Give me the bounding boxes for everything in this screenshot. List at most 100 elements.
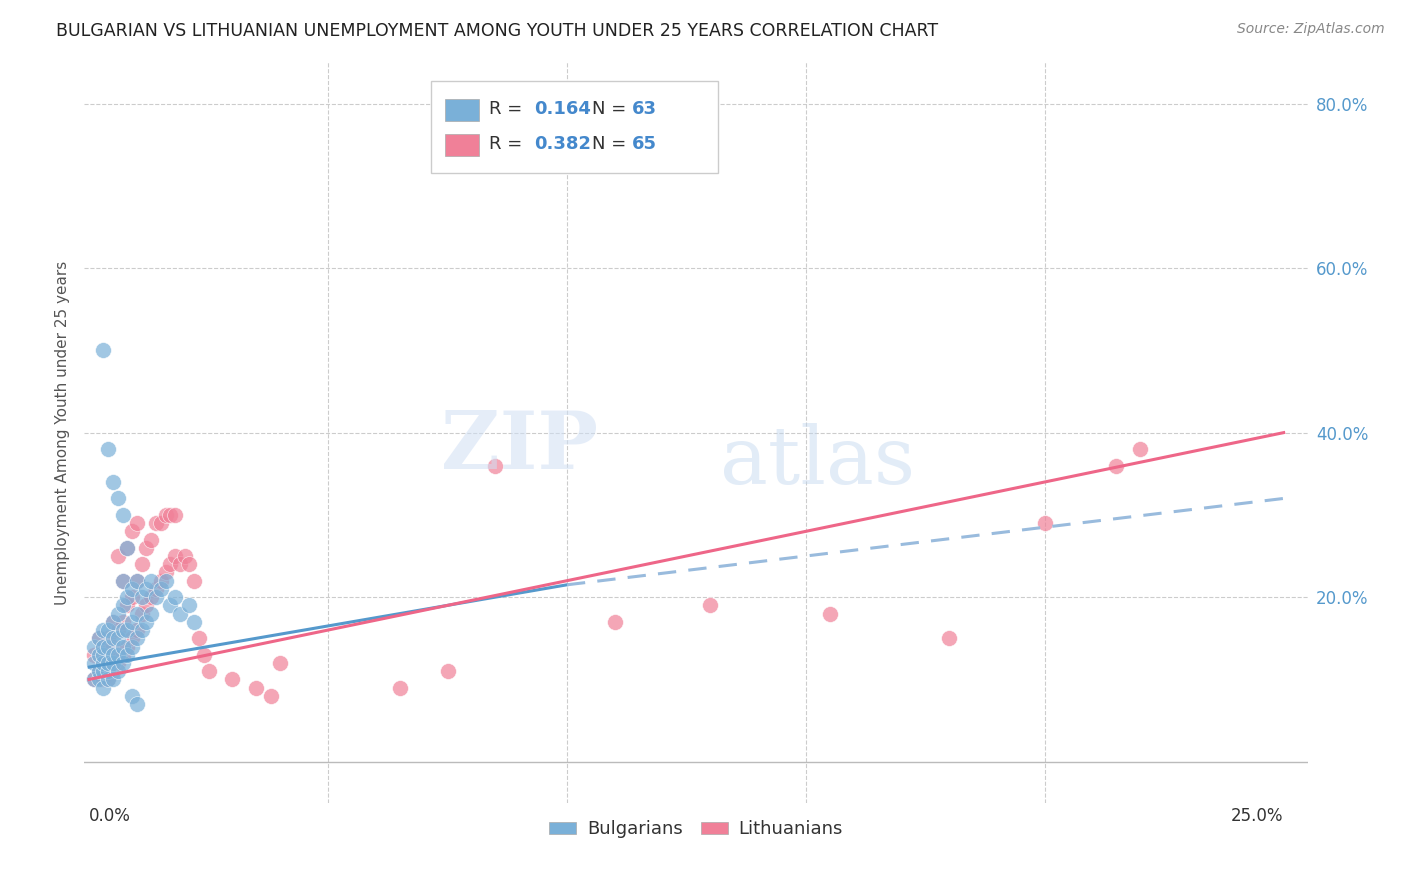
- Point: [145, 582, 167, 596]
- Point: [121, 615, 143, 629]
- Point: [121, 582, 143, 596]
- Point: [155, 574, 177, 588]
- Point: [131, 623, 153, 637]
- Point: [135, 582, 157, 596]
- Point: [87, 664, 110, 678]
- Point: [165, 549, 187, 563]
- Point: [111, 574, 134, 588]
- Point: [193, 648, 215, 662]
- Point: [260, 689, 283, 703]
- Text: ZIP: ZIP: [441, 409, 598, 486]
- Point: [183, 615, 205, 629]
- Text: 63: 63: [633, 100, 658, 118]
- Point: [101, 656, 124, 670]
- Point: [101, 640, 124, 654]
- Point: [107, 632, 129, 646]
- Point: [107, 491, 129, 506]
- FancyBboxPatch shape: [446, 134, 479, 156]
- Point: [83, 648, 105, 662]
- Point: [165, 590, 187, 604]
- Point: [97, 664, 120, 678]
- Point: [221, 673, 243, 687]
- Point: [179, 599, 201, 613]
- Point: [83, 656, 105, 670]
- Point: [97, 623, 120, 637]
- Point: [107, 664, 129, 678]
- Point: [87, 632, 110, 646]
- Point: [121, 689, 143, 703]
- Point: [121, 640, 143, 654]
- Point: [101, 648, 124, 662]
- Point: [87, 648, 110, 662]
- Point: [93, 656, 115, 670]
- Point: [141, 574, 163, 588]
- Point: [117, 648, 139, 662]
- Point: [169, 607, 191, 621]
- Point: [101, 475, 124, 489]
- Text: 65: 65: [633, 135, 658, 153]
- Point: [125, 623, 148, 637]
- Point: [97, 442, 120, 456]
- Point: [938, 632, 960, 646]
- Point: [97, 673, 120, 687]
- Point: [83, 640, 105, 654]
- Point: [111, 615, 134, 629]
- Point: [107, 607, 129, 621]
- Point: [101, 615, 124, 629]
- Point: [97, 648, 120, 662]
- Point: [111, 599, 134, 613]
- Point: [188, 632, 211, 646]
- Point: [145, 516, 167, 530]
- Point: [603, 615, 626, 629]
- Point: [107, 656, 129, 670]
- Point: [1105, 458, 1128, 473]
- Text: N =: N =: [592, 100, 631, 118]
- Point: [1033, 516, 1056, 530]
- Point: [93, 664, 115, 678]
- Point: [145, 590, 167, 604]
- Point: [93, 640, 115, 654]
- Point: [245, 681, 267, 695]
- Point: [141, 590, 163, 604]
- Point: [1129, 442, 1152, 456]
- Point: [111, 508, 134, 522]
- Point: [87, 664, 110, 678]
- Point: [97, 656, 120, 670]
- Point: [183, 574, 205, 588]
- Point: [93, 623, 115, 637]
- Point: [111, 640, 134, 654]
- Text: 0.382: 0.382: [534, 135, 592, 153]
- Point: [135, 541, 157, 555]
- Point: [699, 599, 721, 613]
- Legend: Bulgarians, Lithuanians: Bulgarians, Lithuanians: [541, 814, 851, 846]
- Point: [111, 574, 134, 588]
- Point: [117, 623, 139, 637]
- Point: [135, 615, 157, 629]
- Point: [87, 632, 110, 646]
- Point: [101, 632, 124, 646]
- Text: 0.164: 0.164: [534, 100, 592, 118]
- FancyBboxPatch shape: [430, 81, 718, 173]
- Point: [269, 656, 291, 670]
- Point: [117, 541, 139, 555]
- Text: R =: R =: [489, 135, 529, 153]
- Point: [97, 640, 120, 654]
- Point: [107, 549, 129, 563]
- Text: 25.0%: 25.0%: [1232, 807, 1284, 825]
- Point: [93, 640, 115, 654]
- Point: [107, 648, 129, 662]
- Point: [111, 648, 134, 662]
- Point: [107, 623, 129, 637]
- Point: [125, 697, 148, 711]
- Point: [93, 656, 115, 670]
- Point: [149, 574, 172, 588]
- Text: BULGARIAN VS LITHUANIAN UNEMPLOYMENT AMONG YOUTH UNDER 25 YEARS CORRELATION CHAR: BULGARIAN VS LITHUANIAN UNEMPLOYMENT AMO…: [56, 22, 938, 40]
- FancyBboxPatch shape: [446, 99, 479, 121]
- Text: R =: R =: [489, 100, 529, 118]
- Point: [93, 648, 115, 662]
- Text: 0.0%: 0.0%: [89, 807, 131, 825]
- Point: [484, 458, 506, 473]
- Point: [97, 673, 120, 687]
- Point: [117, 541, 139, 555]
- Point: [83, 673, 105, 687]
